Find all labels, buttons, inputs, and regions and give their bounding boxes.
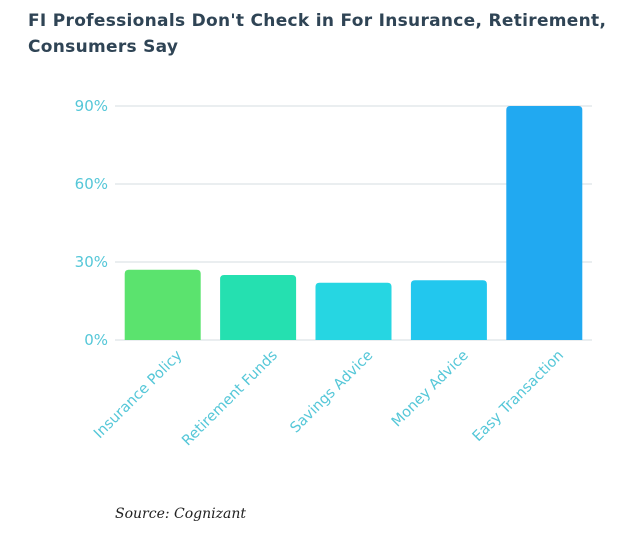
bar bbox=[506, 106, 583, 340]
y-tick-label: 30% bbox=[75, 253, 108, 271]
bars bbox=[124, 106, 583, 340]
bar bbox=[220, 275, 297, 340]
y-tick-label: 0% bbox=[84, 331, 108, 349]
bar bbox=[124, 269, 201, 340]
x-tick-label: Insurance Policy bbox=[91, 347, 186, 442]
x-tick-label: Easy Transaction bbox=[470, 348, 567, 445]
x-tick-label: Retirement Funds bbox=[179, 348, 281, 450]
y-tick-label: 90% bbox=[75, 97, 108, 115]
bar bbox=[410, 280, 487, 340]
y-tick-label: 60% bbox=[75, 175, 108, 193]
y-axis-ticks: 0% 30% 60% 90% bbox=[75, 97, 108, 349]
bar bbox=[315, 282, 392, 340]
x-tick-label: Money Advice bbox=[389, 347, 472, 430]
x-tick-label: Savings Advice bbox=[287, 347, 376, 436]
chart-title: FI Professionals Don't Check in For Insu… bbox=[28, 11, 607, 57]
source-note: Source: Cognizant bbox=[115, 506, 246, 522]
